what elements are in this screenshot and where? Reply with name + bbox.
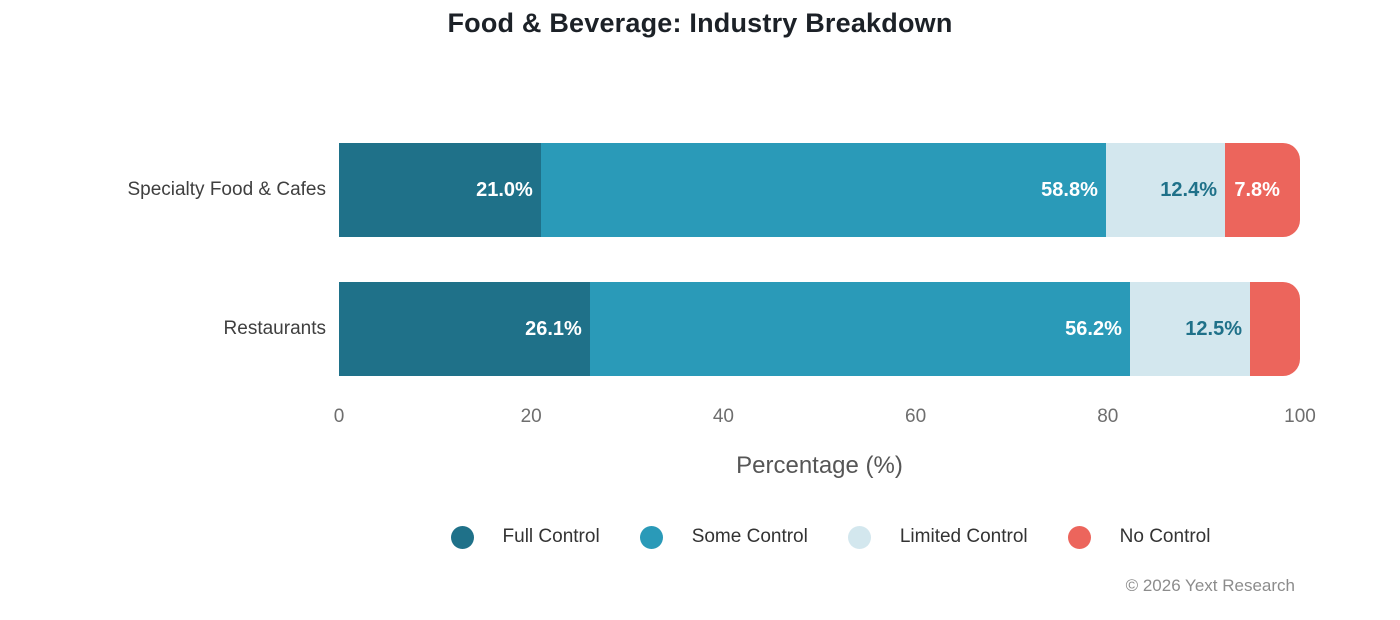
bar-segment [1250,282,1300,376]
stacked-bar: 21.0% 58.8% 12.4% 7.8% [339,143,1300,237]
segment-value-label: 7.8% [1234,178,1280,201]
legend-label: Some Control [691,526,808,547]
x-axis-label: Percentage (%) [736,452,903,479]
bar-row: Specialty Food & Cafes 21.0% 58.8% 12.4% 7.8… [0,143,1400,237]
chart-title: Food & Beverage: Industry Breakdown [447,8,953,38]
bar-segment: 7.8% [1225,143,1300,237]
legend-swatch-icon [1067,525,1091,549]
copyright-text: © 2026 Yext Research [1125,576,1295,595]
segment-value-label: 12.5% [1185,317,1243,340]
legend-item: Limited Control [847,525,1028,549]
x-tick-label: 100 [1284,406,1316,427]
legend-swatch-icon [847,525,871,549]
x-tick-label: 60 [905,406,927,427]
legend: Full Control Some Control Limited Control N… [339,524,1322,550]
category-label: Specialty Food & Cafes [127,179,326,200]
bar-segment: 21.0% [339,143,541,237]
x-axis: 0 20 40 60 80 100 [334,406,1316,430]
segment-value-label: 58.8% [1041,178,1098,201]
bar-segment: 12.4% [1105,143,1226,237]
stacked-bar: 26.1% 56.2% 12.5% [339,282,1300,376]
x-tick-label: 80 [1097,406,1119,427]
category-label: Restaurants [223,318,326,339]
bar-row: Restaurants 26.1% 56.2% 12.5% [0,282,1400,376]
legend-item: Full Control [450,525,600,549]
segment-value-label: 56.2% [1065,317,1122,340]
legend-label: Limited Control [899,526,1028,547]
segment-value-label: 26.1% [525,317,582,340]
legend-label: Full Control [502,526,600,547]
bar-segment: 56.2% [589,282,1130,376]
segment-value-label: 12.4% [1160,178,1218,201]
x-tick-label: 0 [333,406,345,427]
segment-value-label: 21.0% [476,178,533,201]
x-tick-label: 20 [520,406,542,427]
legend-swatch-icon [639,525,663,549]
legend-swatch-icon [450,525,474,549]
legend-label: No Control [1119,526,1211,547]
legend-item: No Control [1067,525,1211,549]
bar-segment: 26.1% [339,282,590,376]
x-tick-label: 40 [712,406,734,427]
legend-item: Some Control [639,525,808,549]
bar-segment: 58.8% [540,143,1106,237]
bar-segment: 12.5% [1129,282,1251,376]
